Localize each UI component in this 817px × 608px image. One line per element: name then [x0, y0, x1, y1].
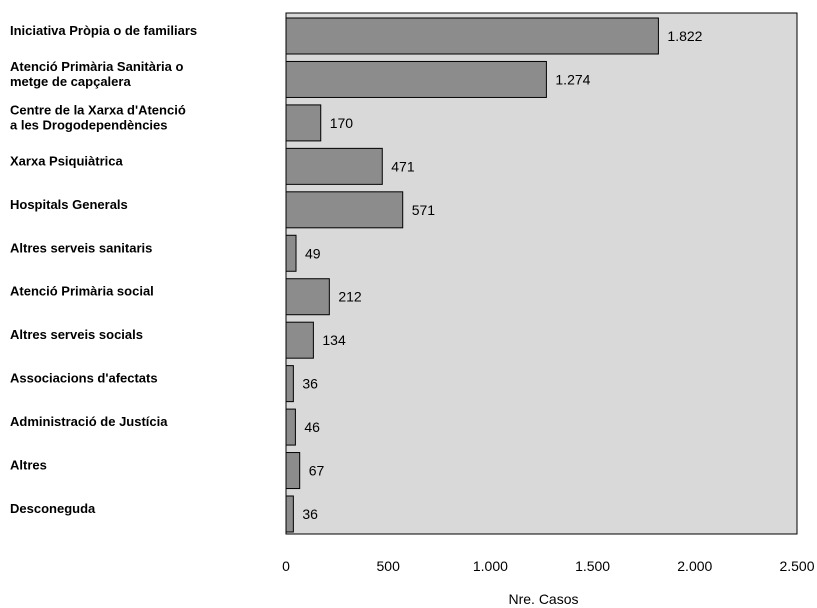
value-label-12: 36: [302, 506, 318, 522]
category-label-9: Associacions d'afectats: [10, 371, 158, 386]
value-label-5: 571: [412, 202, 436, 218]
category-label-12: Desconeguda: [10, 501, 96, 516]
value-label-6: 49: [305, 245, 321, 261]
category-label-10: Administració de Justícia: [10, 414, 168, 429]
x-tick-label-4: 1.500: [575, 558, 610, 574]
bar-5: [285, 191, 404, 229]
category-label-2: Atenció Primària Sanitària o metge de cap…: [10, 59, 183, 89]
x-tick-label-1: 0: [282, 558, 290, 574]
x-tick-label-6: 2.500: [779, 558, 814, 574]
value-label-4: 471: [391, 158, 415, 174]
bar-9: [285, 365, 294, 403]
category-label-5: Hospitals Generals: [10, 197, 128, 212]
bar-3: [285, 104, 322, 142]
bar-12: [285, 495, 294, 533]
x-tick-label-2: 500: [377, 558, 401, 574]
category-labels-group: Iniciativa Pròpia o de familiars Atenció …: [10, 23, 197, 516]
plot-area: [285, 12, 798, 535]
x-tick-labels-group: 0 500 1.000 1.500 2.000 2.500: [282, 558, 815, 574]
bar-8: [285, 321, 314, 359]
category-label-7: Atenció Primària social: [10, 284, 154, 299]
x-axis-title: Nre. Casos: [508, 591, 578, 607]
value-labels-group: 1.822 1.274 170 471 571 49 212 134 36 46 67 36: [302, 28, 702, 522]
x-tick-label-5: 2.000: [677, 558, 712, 574]
value-label-2: 1.274: [555, 71, 590, 87]
value-label-7: 212: [338, 289, 362, 305]
bar-4: [285, 147, 383, 185]
category-label-8: Altres serveis socials: [10, 327, 143, 342]
value-label-3: 170: [330, 115, 354, 131]
bar-10: [285, 408, 296, 446]
bar-7: [285, 278, 330, 316]
bar-6: [285, 234, 297, 272]
category-label-1: Iniciativa Pròpia o de familiars: [10, 23, 197, 38]
x-tick-label-3: 1.000: [473, 558, 508, 574]
bar-2: [285, 60, 547, 98]
value-label-1: 1.822: [667, 28, 702, 44]
category-label-3: Centre de la Xarxa d'Atenció a les Drogod…: [10, 102, 186, 132]
bars-group: [285, 17, 659, 533]
bar-1: [285, 17, 659, 55]
value-label-10: 46: [304, 419, 320, 435]
value-label-8: 134: [322, 332, 346, 348]
category-label-4: Xarxa Psiquiàtrica: [10, 153, 123, 168]
category-label-6: Altres serveis sanitaris: [10, 240, 152, 255]
value-label-11: 67: [309, 463, 325, 479]
category-label-11: Altres: [10, 458, 47, 473]
value-label-9: 36: [302, 376, 318, 392]
bar-11: [285, 452, 301, 490]
